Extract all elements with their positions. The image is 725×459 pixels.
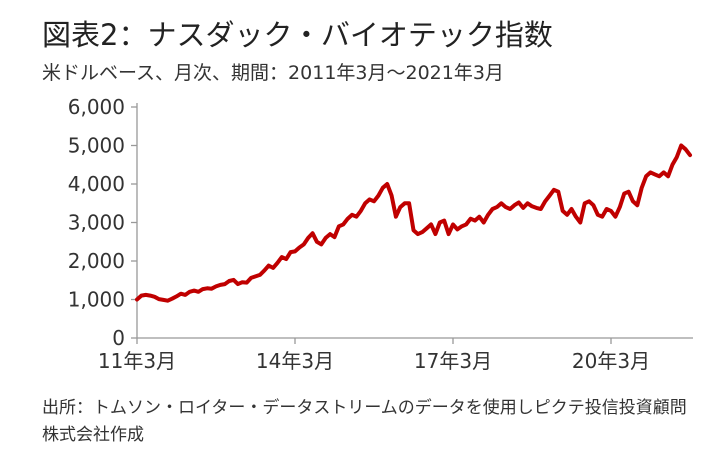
x-tick-label: 20年3月 bbox=[572, 349, 650, 373]
y-tick-label: 4,000 bbox=[68, 172, 125, 196]
series-group bbox=[135, 143, 692, 303]
y-tick-label: 5,000 bbox=[68, 134, 125, 158]
x-axis-ticks: 11年3月 14年3月 17年3月 20年3月 bbox=[98, 338, 650, 373]
series-line bbox=[135, 143, 692, 303]
y-tick-label: 6,000 bbox=[68, 95, 125, 119]
chart-title: 図表2：ナスダック・バイオテック指数 bbox=[42, 18, 553, 52]
source-note: 出所：トムソン・ロイター・データストリームのデータを使用しピクテ投信投資顧問株式… bbox=[42, 398, 687, 445]
x-tick-label: 17年3月 bbox=[414, 349, 492, 373]
y-tick-label: 1,000 bbox=[68, 288, 125, 312]
y-tick-label: 0 bbox=[112, 326, 125, 350]
x-tick-label: 11年3月 bbox=[98, 349, 176, 373]
y-axis-ticks: 0 1,000 2,000 3,000 4,000 5,000 6,000 bbox=[68, 95, 137, 350]
y-tick-label: 2,000 bbox=[68, 249, 125, 273]
x-tick-label: 14年3月 bbox=[256, 349, 334, 373]
chart-axes bbox=[136, 103, 693, 339]
y-tick-label: 3,000 bbox=[68, 211, 125, 235]
chart-subtitle: 米ドルベース、月次、期間：2011年3月～2021年3月 bbox=[42, 62, 504, 84]
